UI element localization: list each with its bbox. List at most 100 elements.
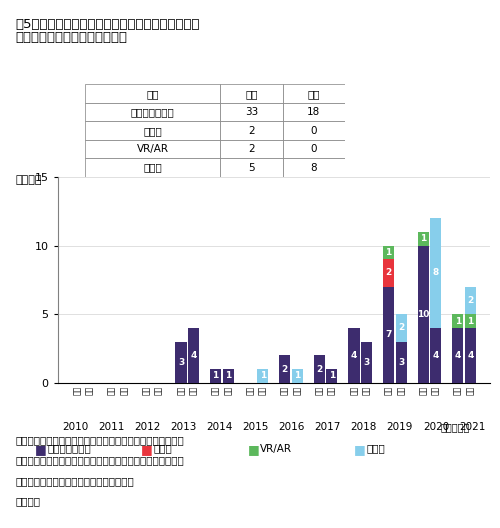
Text: （件数）: （件数） [15, 175, 42, 185]
Text: 5: 5 [248, 163, 254, 173]
Text: 2: 2 [282, 364, 288, 374]
Bar [430, 328, 441, 383]
Bar [383, 246, 394, 259]
Text: 2015: 2015 [242, 422, 269, 432]
Text: 1: 1 [454, 316, 461, 326]
Bar [383, 287, 394, 383]
Bar [430, 218, 441, 328]
Bar [85, 84, 220, 103]
Text: 内資: 内資 [211, 385, 220, 395]
Text: 内資: 内資 [72, 385, 82, 395]
Bar [85, 140, 220, 158]
Text: 内資: 内資 [280, 385, 289, 395]
Text: 1: 1 [260, 371, 266, 381]
Bar [396, 314, 406, 342]
Text: 作成: 作成 [15, 496, 40, 506]
Text: 2: 2 [248, 144, 254, 154]
Text: 2: 2 [398, 323, 404, 333]
Text: ゲーム: ゲーム [154, 444, 172, 454]
Text: 2010: 2010 [62, 422, 88, 432]
Text: 10: 10 [417, 309, 430, 319]
Bar [282, 121, 345, 140]
Bar [220, 103, 282, 121]
Bar [257, 369, 268, 383]
Bar [220, 84, 282, 103]
Text: 4: 4 [190, 351, 196, 360]
Text: 3: 3 [398, 357, 404, 367]
Text: 内資: 内資 [246, 385, 254, 395]
Bar [418, 246, 429, 383]
Text: 外資: 外資 [308, 89, 320, 99]
Bar [280, 355, 290, 383]
Text: 18: 18 [307, 107, 320, 117]
Text: 1: 1 [294, 371, 300, 381]
Text: の提携件数（ツール別）: の提携件数（ツール別） [15, 31, 127, 44]
Text: 2016: 2016 [278, 422, 305, 432]
Text: 図5　【日本】製薬企業におけるデジタル技術関連: 図5 【日本】製薬企業におけるデジタル技術関連 [15, 18, 200, 32]
Text: モバイルアプリ: モバイルアプリ [48, 444, 91, 454]
Text: 3: 3 [364, 357, 370, 367]
Text: 2013: 2013 [170, 422, 197, 432]
Bar [220, 121, 282, 140]
Text: 4: 4 [467, 351, 473, 360]
Text: 2017: 2017 [314, 422, 341, 432]
Text: 2014: 2014 [206, 422, 233, 432]
Text: ■: ■ [248, 444, 259, 457]
Text: 2: 2 [386, 268, 392, 278]
Text: 7: 7 [386, 330, 392, 340]
Bar [282, 158, 345, 177]
Text: VR/AR: VR/AR [136, 144, 168, 154]
Text: 外資: 外資 [189, 385, 198, 395]
Bar [383, 259, 394, 287]
Bar [452, 328, 464, 383]
Text: 1: 1 [420, 234, 426, 243]
Text: 内資: 内資 [418, 385, 428, 395]
Text: 2012: 2012 [134, 422, 161, 432]
Text: 1: 1 [467, 316, 473, 326]
Text: 1: 1 [225, 371, 231, 381]
Text: 1: 1 [386, 248, 392, 257]
Bar [418, 232, 429, 246]
Text: 2020: 2020 [423, 422, 449, 432]
Text: 内資: 内資 [108, 385, 116, 395]
Text: 0: 0 [310, 144, 317, 154]
Bar [188, 328, 199, 383]
Text: 2021: 2021 [459, 422, 485, 432]
Text: その他: その他 [366, 444, 385, 454]
Text: 1: 1 [329, 371, 335, 381]
Text: ゲーム: ゲーム [143, 126, 162, 136]
Text: 2: 2 [248, 126, 254, 136]
Text: 外資: 外資 [258, 385, 267, 395]
Text: ■: ■ [354, 444, 366, 457]
Text: 内資: 内資 [350, 385, 358, 395]
Bar [464, 287, 476, 314]
Text: 0: 0 [310, 126, 317, 136]
Bar [176, 342, 186, 383]
Text: 3: 3 [178, 357, 184, 367]
Bar [210, 369, 221, 383]
Text: 4: 4 [454, 351, 461, 360]
Text: 内資: 内資 [384, 385, 393, 395]
Text: 2019: 2019 [386, 422, 413, 432]
Text: 8: 8 [310, 163, 317, 173]
Text: 外資: 外資 [85, 385, 94, 395]
Text: 外資: 外資 [431, 385, 440, 395]
Text: 外資: 外資 [328, 385, 336, 395]
Text: （提携年）: （提携年） [440, 422, 470, 432]
Text: 2: 2 [316, 364, 322, 374]
Bar [85, 103, 220, 121]
Text: 2011: 2011 [98, 422, 125, 432]
Text: 出所：プレスリリース及びニュースサイト: 出所：プレスリリース及びニュースサイト [15, 476, 134, 486]
Text: 内資: 内資 [142, 385, 151, 395]
Bar [314, 355, 325, 383]
Text: 外資: 外資 [120, 385, 129, 395]
Text: 33: 33 [245, 107, 258, 117]
Bar [361, 342, 372, 383]
Text: 外資: 外資 [396, 385, 406, 395]
Bar [85, 121, 220, 140]
Bar [292, 369, 303, 383]
Bar [85, 158, 220, 177]
Bar [282, 84, 345, 103]
Text: 2: 2 [467, 296, 473, 305]
Text: 内資: 内資 [245, 89, 258, 99]
